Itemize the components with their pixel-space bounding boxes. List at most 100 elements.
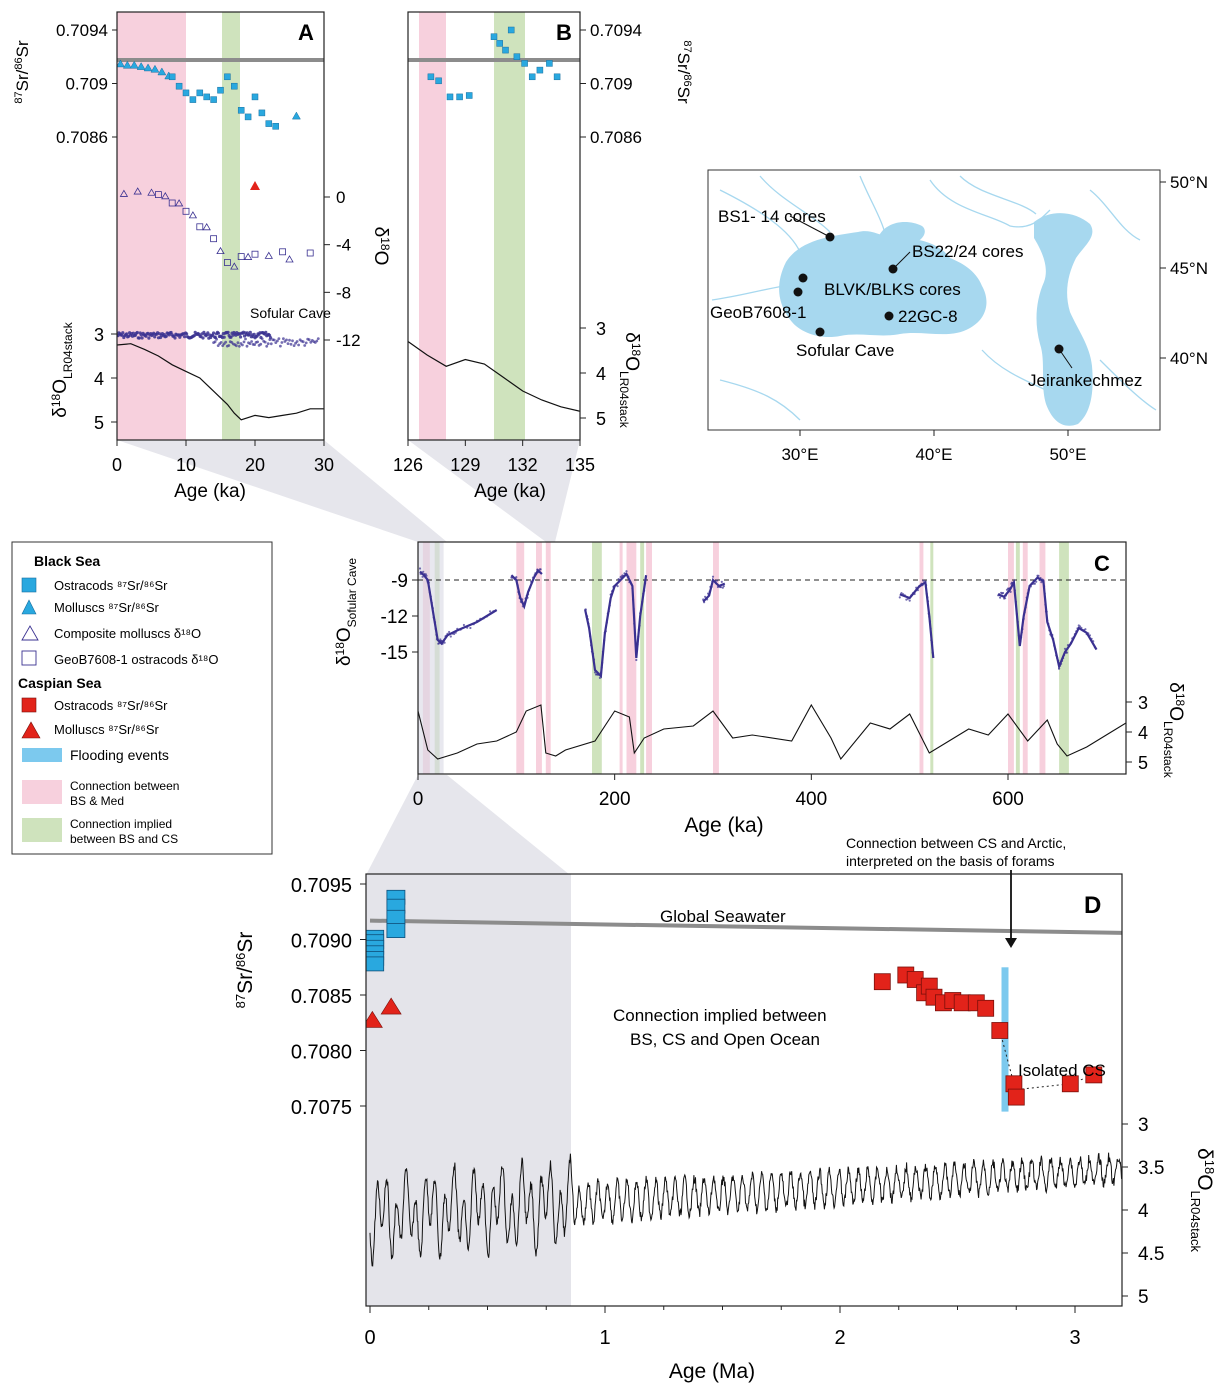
panel-c-sofular-point — [1054, 648, 1057, 651]
panel-a-x-tick-label: 30 — [314, 455, 334, 475]
panel-a-sofular-point — [252, 332, 256, 336]
panel-b-lr04-tick-label: 5 — [596, 409, 606, 429]
panel-a-sofular-point — [279, 344, 282, 348]
panel-a-mollusc-point — [122, 60, 132, 69]
panel-b-xlabel: Age (ka) — [474, 481, 546, 502]
panel-c-sofular-point — [1080, 626, 1083, 630]
panel-c-sofular-point — [1016, 620, 1019, 624]
panel-a-sofular-point — [253, 343, 256, 346]
panel-b: B 0.7094 0.709 0.7086 3 4 5 126 129 132 135 Age (… — [393, 11, 693, 502]
panel-c-sofular-point — [643, 589, 646, 592]
panel-c-sofular-point — [1022, 617, 1025, 620]
panel-c-pink-band — [516, 542, 525, 774]
panel-c-sofular-point — [600, 666, 603, 669]
panel-c-sofular-point — [642, 592, 645, 595]
panel-b-label: B — [556, 20, 572, 45]
panel-c-sofular-point — [462, 623, 465, 627]
panel-c-sofular-point — [930, 641, 934, 644]
panel-a-x-tick-label: 10 — [176, 455, 196, 475]
panel-c-sofular-point — [456, 627, 459, 630]
panel-c-sofular-point — [722, 585, 725, 588]
zoom-connectors — [117, 440, 580, 875]
panel-c-sofular-point — [472, 623, 475, 626]
panel-d-x-tick-label: 2 — [834, 1327, 845, 1349]
panel-c-x-tick-label: 400 — [795, 789, 827, 810]
panel-c-sofular-point — [635, 658, 638, 662]
panel-b-ostracod-point — [521, 60, 528, 67]
panel-c-sofular-point — [606, 612, 609, 615]
panel-d-label: D — [1084, 892, 1101, 919]
panel-c-sofular-point — [1057, 659, 1060, 662]
panel-c-pink-band — [536, 542, 542, 774]
panel-c-sofular-point — [433, 618, 436, 622]
panel-c-label: C — [1094, 551, 1110, 576]
panel-a-sofular-point — [301, 340, 305, 344]
panel-c-sofular-point — [515, 579, 519, 582]
panel-c-sofular-point — [517, 592, 521, 595]
panel-c-sofular-point — [425, 574, 428, 577]
panel-c-sofular-point — [523, 603, 526, 606]
panel-a-sofular-point — [201, 336, 205, 340]
panel-c-sofular-point — [459, 628, 462, 631]
legend-med-swatch — [22, 780, 62, 804]
panel-d-open-ocean-1: Connection implied between — [613, 1006, 827, 1025]
map-site-marker — [793, 287, 803, 297]
panel-c-sofular-point — [1027, 588, 1030, 591]
panel-b-x-tick-label: 132 — [508, 455, 538, 475]
panel-a-sofular-point — [276, 339, 279, 343]
panel-c-lr04-axis-label: δ18OLR04stack — [1161, 682, 1187, 778]
map-lon-label: 50°E — [1049, 445, 1086, 464]
panel-c-sofular-point — [640, 608, 643, 611]
panel-a-lr04-tick-label: 4 — [94, 369, 104, 389]
panel-c-sofular-point — [418, 567, 422, 570]
panel-c-sofular-point — [1020, 631, 1023, 634]
panel-c-sofular-point — [539, 568, 542, 571]
panel-b-sr-tick-label: 0.7086 — [590, 128, 642, 147]
panel-a-sofular-point — [266, 342, 270, 346]
panel-a-ostracod-point — [189, 96, 197, 103]
panel-c-sofular-point — [1038, 578, 1041, 582]
panel-a-sofular-point — [226, 330, 230, 334]
panel-c-sofular-point — [608, 604, 611, 607]
legend-cs-ostracods-swatch — [21, 697, 37, 713]
panel-c-sofular-point — [627, 575, 630, 578]
panel-a-sofular-point — [304, 341, 308, 345]
panel-a-ostracod-point — [244, 113, 252, 121]
panel-c-sofular-point — [1076, 627, 1079, 630]
panel-b-x-tick-label: 135 — [565, 455, 595, 475]
panel-b-ostracod-point — [490, 33, 498, 40]
panel-c-sofular-point — [711, 580, 714, 583]
panel-a-composite-point — [174, 199, 184, 207]
panel-a-sofular-point — [131, 331, 135, 335]
panel-a-sofular-point — [247, 333, 251, 337]
panel-c-sofular-point — [926, 596, 929, 599]
panel-c-sofular-point — [1014, 600, 1018, 604]
map-site-marker — [884, 311, 894, 321]
panel-a-mollusc-point — [117, 59, 125, 68]
panel-b-ostracod-point — [435, 77, 442, 85]
panel-c-sofular-point — [998, 593, 1001, 596]
panel-a-sr-axis-label: 87Sr/86Sr — [13, 40, 32, 104]
panel-c-sofular-point — [437, 642, 441, 645]
panel-d-cs-ostracod-point — [1061, 1075, 1079, 1093]
panel-c-sofular-point — [721, 586, 724, 589]
panel-c-sofular-point — [1015, 612, 1019, 616]
panel-a-sofular-point — [236, 341, 240, 345]
panel-a-sofular-point — [164, 334, 168, 338]
panel-d-cs-ostracod-point — [953, 994, 971, 1012]
panel-c-sofular-point — [1059, 664, 1062, 667]
panel-c-sofular-point — [489, 610, 492, 613]
panel-c-x-tick-label: 200 — [599, 789, 631, 810]
map-site-leader — [892, 251, 911, 270]
panel-c-sofular-point — [525, 594, 528, 597]
panel-a-ostracod-point — [196, 89, 204, 97]
panel-a-sofular-point — [222, 335, 226, 339]
panel-c-sofular-point — [1062, 654, 1066, 657]
panel-d-lr04-axis-label: δ18OLR04stack — [1188, 1148, 1217, 1252]
panel-a-sofular-point — [147, 336, 151, 340]
panel-c-pink-band — [1022, 542, 1028, 774]
panel-d-global-seawater: Global Seawater — [660, 907, 786, 926]
panel-c-sofular-point — [538, 570, 541, 573]
panel-a-composite-point — [188, 211, 198, 219]
panel-c-x-tick-label: 0 — [413, 789, 424, 810]
